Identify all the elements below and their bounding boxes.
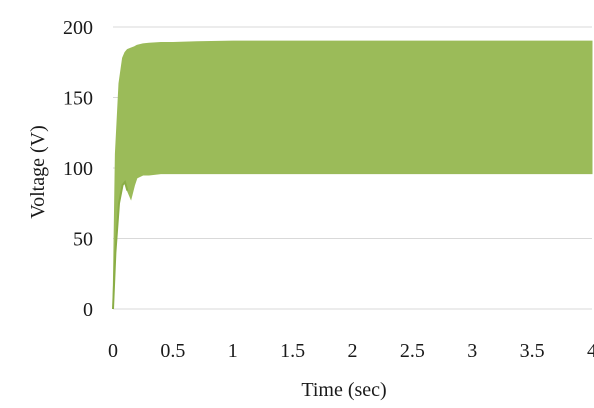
x-axis-title: Time (sec)	[301, 379, 386, 401]
x-tick-label: 2.5	[400, 340, 425, 362]
x-tick-label: 3.5	[520, 340, 545, 362]
y-tick-label: 0	[83, 299, 93, 321]
y-tick-label: 200	[63, 17, 93, 39]
y-tick-label: 50	[73, 229, 93, 251]
voltage-series-area	[112, 40, 593, 310]
y-tick-label: 100	[63, 158, 93, 180]
x-tick-label: 0.5	[160, 340, 185, 362]
y-tick-label: 150	[63, 88, 93, 110]
y-tick-labels: 0 50 100 150 200	[63, 17, 93, 321]
x-tick-label: 2	[348, 340, 358, 362]
y-axis-title: Voltage (V)	[27, 125, 49, 219]
x-tick-label: 1.5	[280, 340, 305, 362]
x-tick-label: 1	[228, 340, 238, 362]
x-tick-label: 3	[467, 340, 477, 362]
x-tick-label: 4	[587, 340, 594, 362]
x-tick-label: 0	[108, 340, 118, 362]
x-tick-labels: 0 0.5 1 1.5 2 2.5 3 3.5 4	[108, 340, 594, 362]
plot-area	[112, 40, 593, 310]
voltage-series-lower-trace	[112, 180, 129, 310]
